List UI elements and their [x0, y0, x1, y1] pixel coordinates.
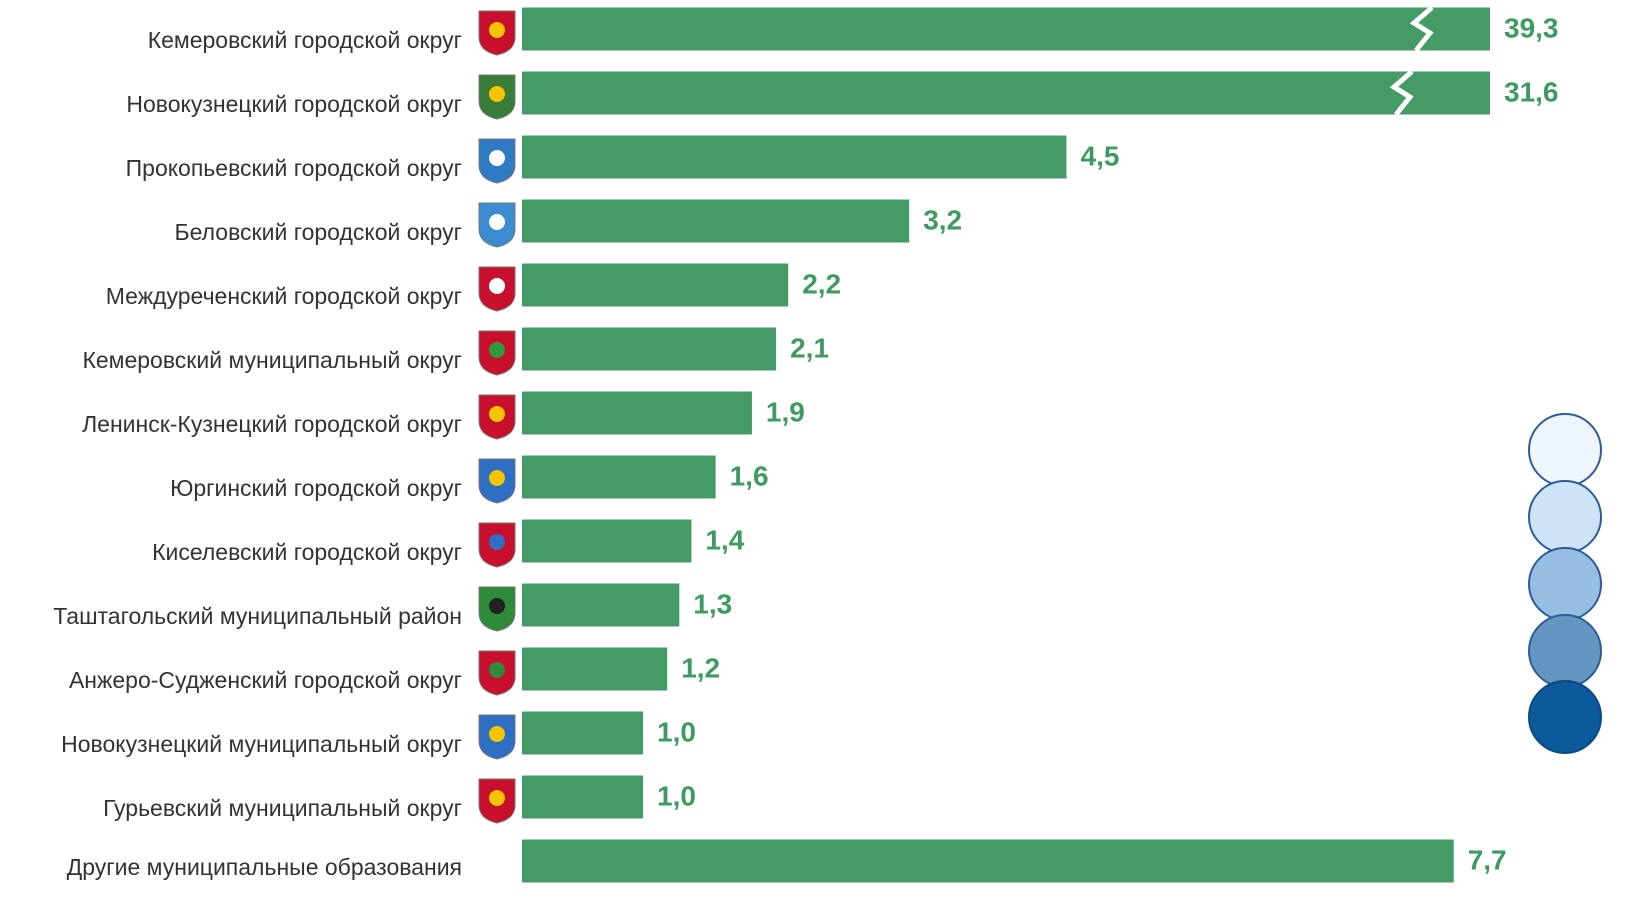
category-label: Беловский городской округ	[175, 219, 463, 245]
emblem	[478, 778, 516, 824]
category-label: Таштагольский муниципальный район	[53, 603, 462, 629]
category-label: Новокузнецкий городской округ	[126, 91, 462, 117]
value-label: 1,0	[657, 780, 696, 811]
emblem-figure	[489, 278, 505, 294]
legend-circle	[1528, 680, 1602, 754]
bar	[522, 711, 643, 755]
emblem-figure	[489, 214, 505, 230]
bar	[522, 583, 680, 627]
emblem	[478, 74, 516, 120]
emblem-figure	[489, 662, 505, 678]
emblem	[478, 650, 516, 696]
legend-circle	[1528, 547, 1602, 621]
emblem-figure	[489, 726, 505, 742]
emblem	[478, 10, 516, 56]
category-label: Киселевский городской округ	[152, 539, 462, 565]
legend-circle	[1528, 614, 1602, 688]
bar	[522, 647, 668, 691]
value-label: 4,5	[1081, 140, 1120, 171]
value-label: 2,1	[790, 332, 829, 363]
bar	[522, 199, 910, 243]
bar	[522, 391, 752, 435]
value-label: 1,9	[766, 396, 805, 427]
value-label: 1,2	[681, 652, 720, 683]
value-label: 39,3	[1504, 12, 1559, 43]
emblem-figure	[489, 22, 505, 38]
category-label: Гурьевский муниципальный округ	[103, 795, 462, 821]
emblem	[478, 138, 516, 184]
legend-circle	[1528, 480, 1602, 554]
category-label: Кемеровский городской округ	[148, 27, 462, 53]
emblem-figure	[489, 150, 505, 166]
bar	[522, 327, 777, 371]
emblem	[478, 586, 516, 632]
emblem-figure	[489, 790, 505, 806]
bar	[522, 455, 716, 499]
value-label: 31,6	[1504, 76, 1559, 107]
category-label: Прокопьевский городской округ	[126, 155, 462, 181]
emblem	[478, 522, 516, 568]
bar	[522, 263, 789, 307]
legend-circle	[1528, 413, 1602, 487]
emblem-figure	[489, 534, 505, 550]
value-label: 2,2	[802, 268, 841, 299]
emblem	[478, 458, 516, 504]
emblem-figure	[489, 86, 505, 102]
category-label: Юргинский городской округ	[170, 475, 462, 501]
bar	[522, 839, 1454, 883]
emblem	[478, 202, 516, 248]
emblem-figure	[489, 598, 505, 614]
emblem	[478, 330, 516, 376]
emblem	[478, 266, 516, 312]
bar	[522, 135, 1067, 179]
axis-break	[1389, 69, 1414, 117]
category-label: Ленинск-Кузнецкий городской округ	[82, 411, 462, 437]
value-label: 1,6	[730, 460, 769, 491]
value-label: 1,4	[705, 524, 744, 555]
bar	[522, 71, 1490, 115]
emblem-figure	[489, 406, 505, 422]
value-label: 1,3	[693, 588, 732, 619]
emblem	[478, 394, 516, 440]
emblem	[478, 714, 516, 760]
bar	[522, 775, 643, 819]
value-label: 1,0	[657, 716, 696, 747]
category-label: Новокузнецкий муниципальный округ	[61, 731, 462, 757]
legend-circles	[1528, 413, 1602, 754]
category-label: Кемеровский муниципальный округ	[82, 347, 462, 373]
bar	[522, 519, 692, 563]
bar	[522, 7, 1490, 51]
category-label: Другие муниципальные образования	[67, 854, 462, 880]
value-label: 3,2	[923, 204, 962, 235]
emblem-figure	[489, 342, 505, 358]
category-label: Анжеро-Судженский городской округ	[69, 667, 462, 693]
category-label: Междуреченский городской округ	[106, 283, 462, 309]
value-label: 7,7	[1468, 844, 1507, 875]
axis-break	[1409, 5, 1434, 53]
emblem-figure	[489, 470, 505, 486]
